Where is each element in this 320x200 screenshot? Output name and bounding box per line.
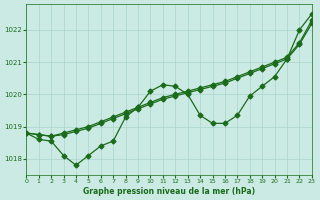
X-axis label: Graphe pression niveau de la mer (hPa): Graphe pression niveau de la mer (hPa) xyxy=(83,187,255,196)
